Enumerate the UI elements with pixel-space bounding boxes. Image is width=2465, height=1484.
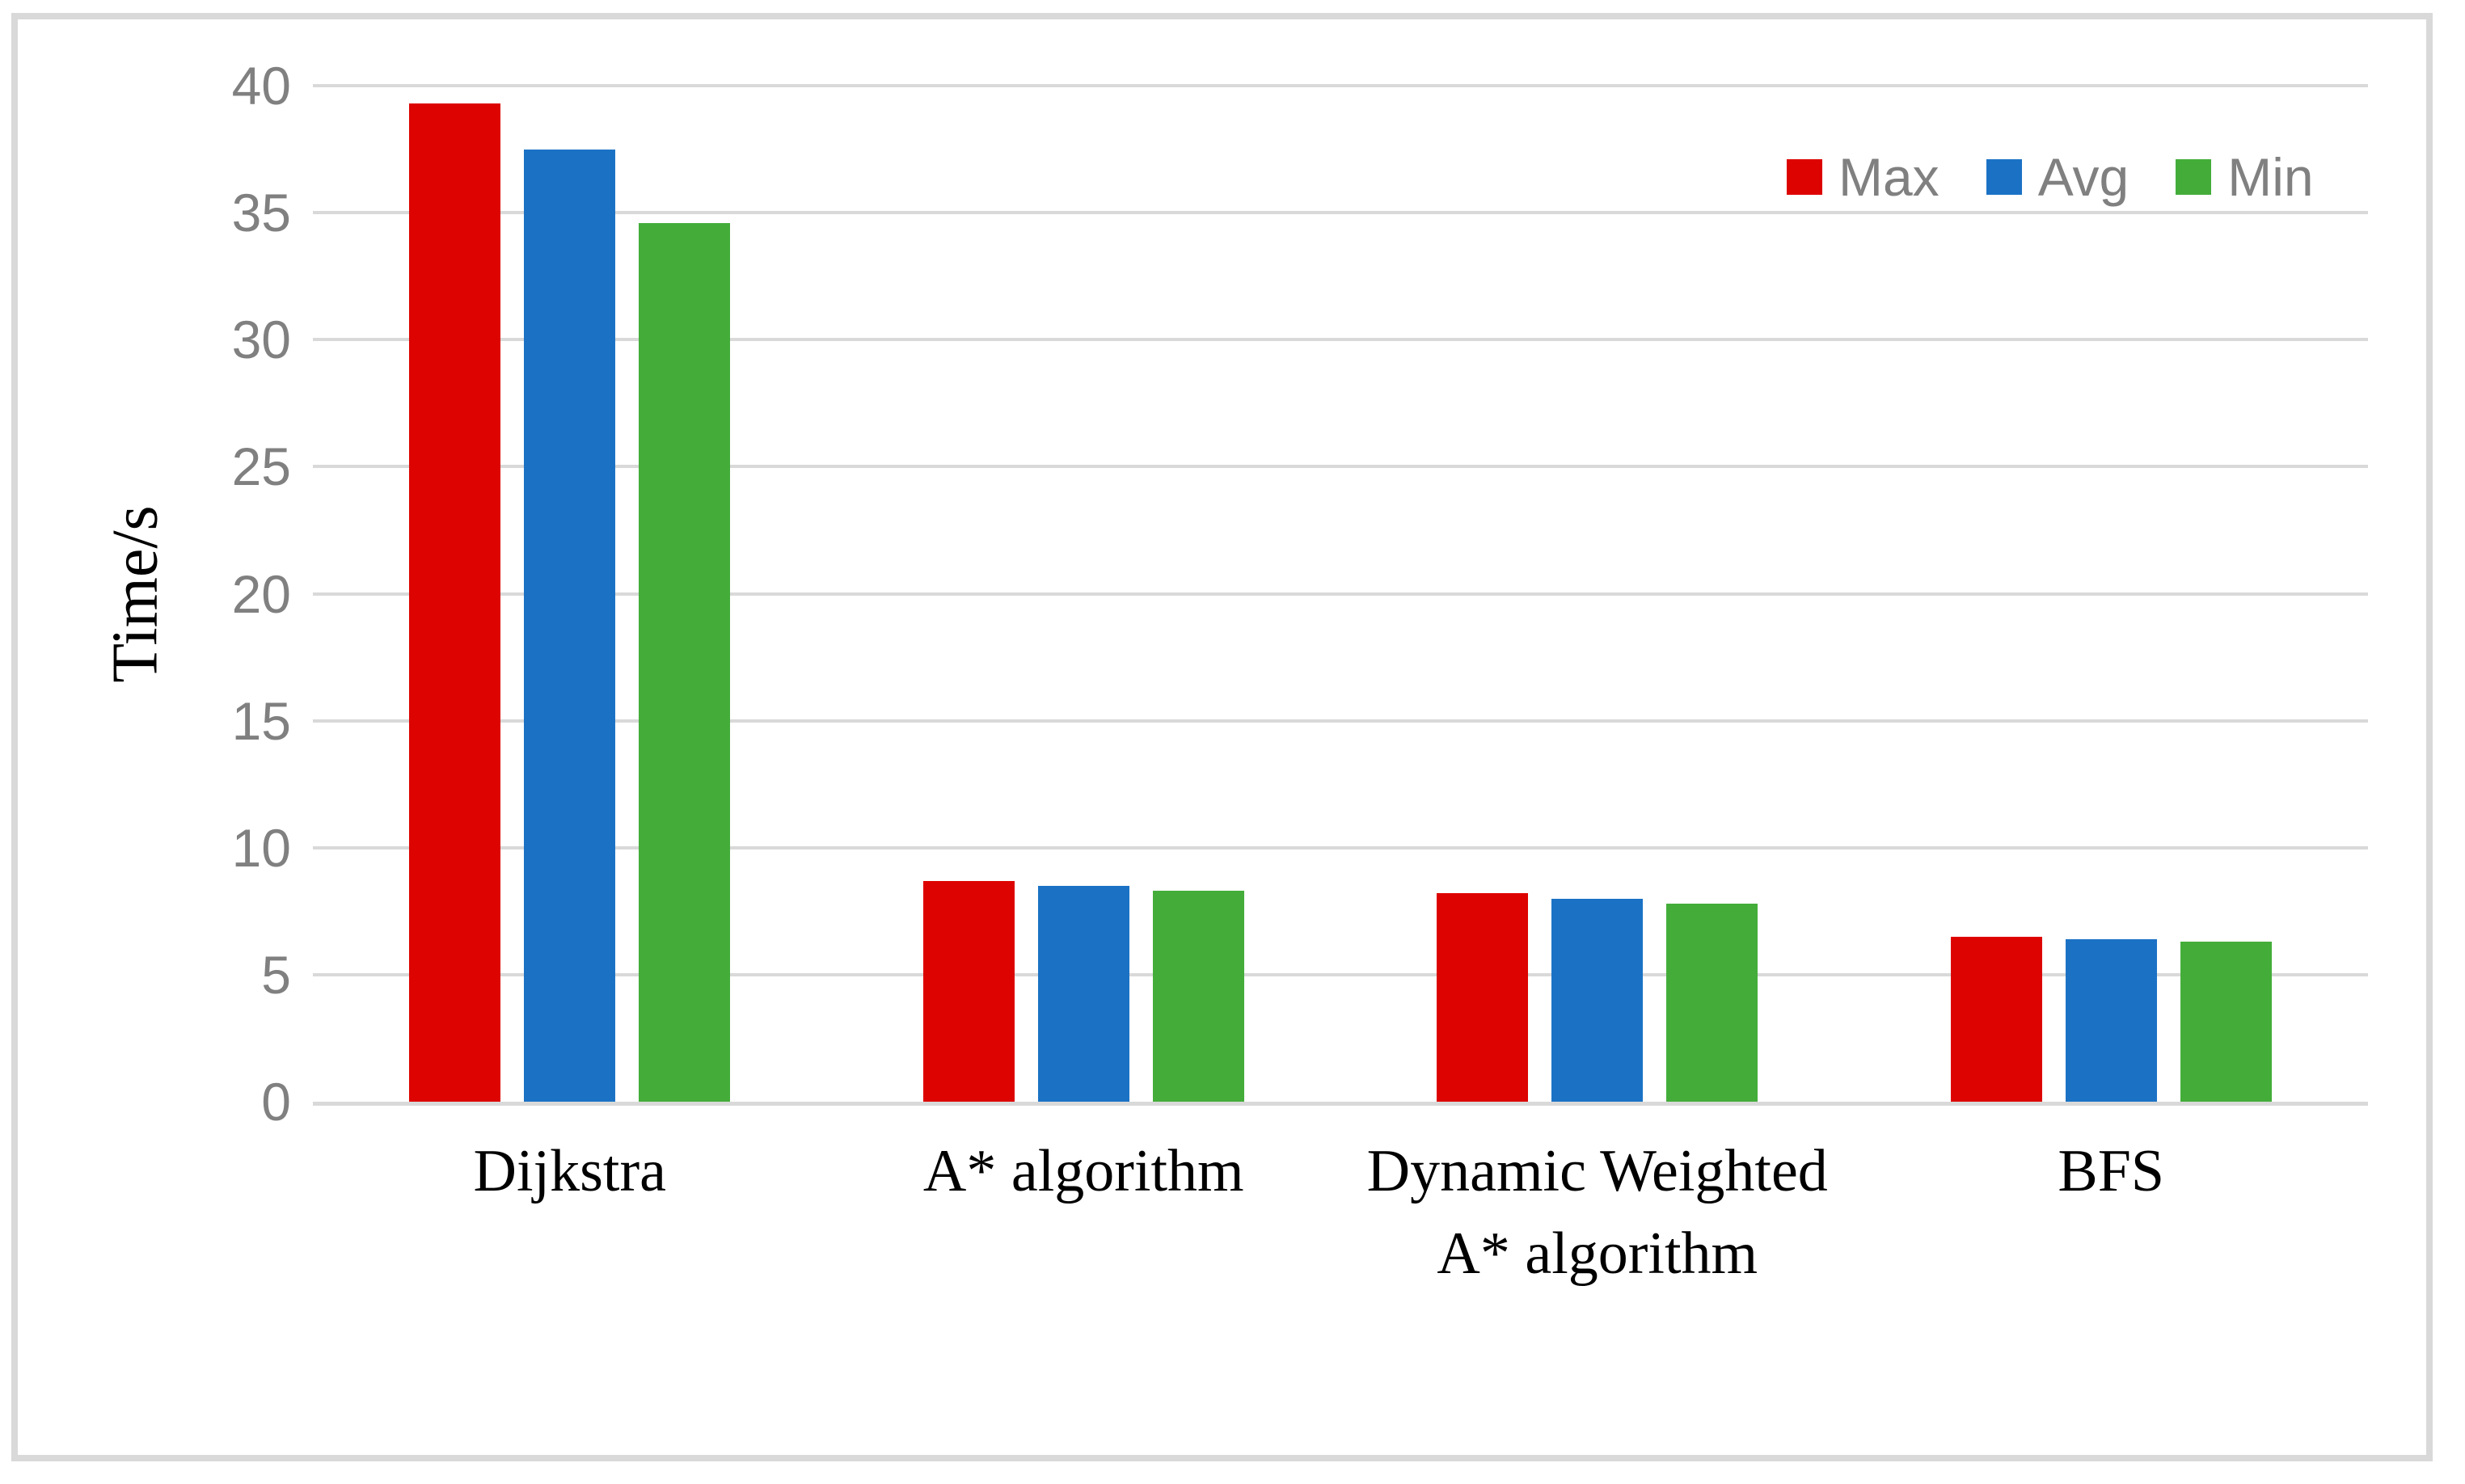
- legend-item-avg: Avg: [1986, 150, 2129, 204]
- y-tick-label-35: 35: [231, 183, 291, 243]
- x-category-label-bfs: BFS: [1747, 1130, 2465, 1212]
- bar-group-a-algorithm: [922, 86, 1244, 1102]
- legend-swatch-avg: [1986, 159, 2022, 195]
- y-tick-label-25: 25: [231, 436, 291, 497]
- plot-area: [313, 84, 2368, 1106]
- gridline-30: [313, 338, 2368, 342]
- bar-min-dynamic-weighted-a-algorithm: [1666, 903, 1758, 1102]
- legend-label-avg: Avg: [2037, 147, 2129, 207]
- gridline-15: [313, 719, 2368, 723]
- y-tick-label-10: 10: [231, 817, 291, 878]
- bar-avg-bfs: [2065, 938, 2157, 1102]
- bar-group-bfs: [1950, 86, 2272, 1102]
- x-category-label-line: A* algorithm: [1437, 1221, 1758, 1288]
- legend-item-min: Min: [2176, 147, 2314, 207]
- gridline-20: [313, 592, 2368, 596]
- x-category-label-dijkstra: Dijkstra: [206, 1130, 934, 1212]
- gridline-5: [313, 972, 2368, 976]
- gridline-25: [313, 465, 2368, 469]
- y-tick-label-20: 20: [231, 563, 291, 624]
- x-category-label-line: BFS: [2058, 1138, 2165, 1204]
- bar-avg-dijkstra: [524, 149, 616, 1102]
- gridline-0: [313, 1102, 2368, 1106]
- gridline-35: [313, 211, 2368, 215]
- y-tick-label-0: 0: [261, 1072, 291, 1132]
- legend: Max Avg Min: [1787, 150, 2314, 204]
- x-category-label-dynamic-weighted-a-algorithm: Dynamic Weighted A* algorithm: [1234, 1130, 1961, 1295]
- bar-max-a-algorithm: [922, 880, 1015, 1102]
- bar-group-dijkstra: [409, 86, 731, 1102]
- bar-min-a-algorithm: [1152, 891, 1244, 1102]
- bar-avg-dynamic-weighted-a-algorithm: [1551, 898, 1644, 1102]
- legend-item-max: Max: [1787, 150, 1939, 204]
- legend-swatch-min: [2176, 159, 2212, 195]
- gridline-40: [313, 84, 2368, 87]
- y-tick-label-15: 15: [231, 690, 291, 751]
- bar-max-dynamic-weighted-a-algorithm: [1437, 893, 1529, 1102]
- y-tick-label-5: 5: [261, 944, 291, 1005]
- y-tick-label-30: 30: [231, 310, 291, 370]
- legend-swatch-max: [1787, 159, 1822, 195]
- y-tick-label-40: 40: [231, 56, 291, 116]
- x-category-label-line: Dynamic Weighted: [1366, 1138, 1828, 1204]
- bar-max-bfs: [1950, 936, 2042, 1102]
- bar-min-dijkstra: [639, 222, 731, 1102]
- gridline-10: [313, 845, 2368, 850]
- bar-group-dynamic-weighted-a-algorithm: [1437, 86, 1758, 1102]
- legend-label-min: Min: [2227, 147, 2314, 207]
- legend-label-max: Max: [1838, 147, 1939, 207]
- bar-min-bfs: [2180, 942, 2272, 1102]
- bar-max-dijkstra: [409, 103, 501, 1102]
- x-category-label-line: A* algorithm: [922, 1138, 1244, 1204]
- bar-avg-a-algorithm: [1037, 885, 1129, 1102]
- x-category-label-a-algorithm: A* algorithm: [720, 1130, 1447, 1212]
- x-category-label-line: Dijkstra: [473, 1138, 666, 1204]
